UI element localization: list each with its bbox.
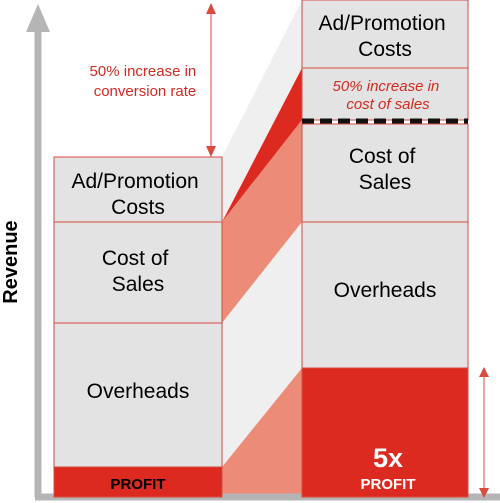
left-profit-box [53, 466, 223, 498]
profit-growth-bottom-arrow-icon [479, 488, 489, 498]
right-profit-label: PROFIT [361, 476, 416, 493]
svg-text:Cost of Sales: Cost of Sales [102, 247, 174, 296]
svg-text:Cost of Sales: Cost of Sales [349, 145, 421, 194]
connector-band-overheads [222, 222, 302, 467]
right-ad-promotion-line1: Ad/Promotion [318, 12, 445, 35]
right-cost-increase-box [301, 67, 469, 121]
connector-band-ad-promotion [222, 0, 302, 222]
conversion-bracket-bottom-arrow-icon [206, 146, 216, 157]
svg-text:50% increase in conversi: 50% increase in conversion rate [90, 63, 201, 100]
connector-band-cost-increase [222, 68, 302, 222]
svg-text:Ad/Promotion Costs: Ad/Promotion Costs [71, 170, 204, 219]
right-overheads-box [301, 221, 469, 369]
right-cost-of-sales-line2: Sales [359, 171, 412, 194]
right-ad-promotion-box [301, 0, 469, 69]
left-ad-promotion-line1: Ad/Promotion [71, 170, 198, 193]
right-profit-box [301, 367, 469, 498]
left-overheads-label: Overheads [87, 380, 190, 403]
right-column: Ad/Promotion Costs 50% increase in cost … [301, 0, 469, 498]
y-axis-arrow-icon [26, 4, 50, 32]
left-cost-of-sales-line2: Sales [112, 273, 165, 296]
left-profit-label: PROFIT [111, 476, 166, 493]
conversion-note-line2: conversion rate [94, 83, 197, 100]
left-ad-promotion-box [53, 156, 223, 223]
left-ad-promotion-line2: Costs [111, 196, 165, 219]
y-axis-label: Revenue [0, 220, 22, 303]
left-cost-of-sales-line1: Cost of [102, 247, 169, 270]
connector-band-cost-of-sales [222, 120, 302, 323]
right-cost-of-sales-line1: Cost of [349, 145, 416, 168]
left-cost-of-sales-box [53, 221, 223, 324]
conversion-note-line1: 50% increase in [90, 63, 197, 80]
conversion-bracket-top-arrow-icon [206, 3, 216, 14]
left-column: Ad/Promotion Costs Cost of Sales Overhea… [53, 156, 223, 498]
right-cost-increase-line2: cost of sales [346, 96, 430, 113]
right-profit-multiplier: 5x [373, 443, 403, 473]
svg-text:Ad/Promotion Costs: Ad/Promotion Costs [318, 12, 451, 61]
right-cost-of-sales-box [301, 123, 469, 223]
profit-growth-top-arrow-icon [479, 367, 489, 377]
connector-band-profit [222, 368, 302, 497]
svg-text:50% increase in cost o: 50% increase in cost of sales [333, 78, 444, 113]
left-overheads-box [53, 322, 223, 468]
right-cost-increase-line1: 50% increase in [333, 78, 440, 95]
right-ad-promotion-line2: Costs [358, 38, 412, 61]
right-overheads-label: Overheads [334, 279, 437, 302]
